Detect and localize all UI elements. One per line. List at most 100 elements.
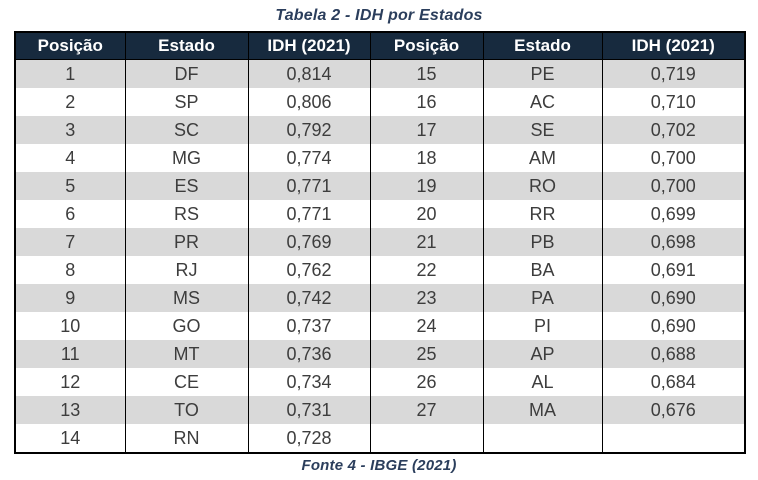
table-cell: 0,688 xyxy=(601,339,745,368)
table-cell: MS xyxy=(124,283,248,312)
table-cell: RN xyxy=(124,423,248,453)
table-cell: 0,710 xyxy=(601,87,745,116)
table-cell: PI xyxy=(482,311,602,340)
table-row: 2 SP 0,806 16 AC 0,710 xyxy=(15,87,745,116)
table-cell: 27 xyxy=(369,395,483,424)
table-cell: 23 xyxy=(369,283,483,312)
table-cell: RS xyxy=(124,199,248,228)
table-cell: 22 xyxy=(369,255,483,284)
table-cell: 0,700 xyxy=(601,143,745,172)
table-cell: 25 xyxy=(369,339,483,368)
table-cell: MA xyxy=(482,395,602,424)
col-header-idh-right: IDH (2021) xyxy=(601,32,745,60)
table-cell: 0,771 xyxy=(247,171,370,200)
table-cell: 17 xyxy=(369,115,483,144)
table-cell: 21 xyxy=(369,227,483,256)
col-header-posicao-left: Posição xyxy=(15,32,125,60)
table-cell: 10 xyxy=(15,311,125,340)
table-row: 14 RN 0,728 xyxy=(15,423,745,453)
table-cell: 0,771 xyxy=(247,199,370,228)
table-cell: AM xyxy=(482,143,602,172)
table-cell: 20 xyxy=(369,199,483,228)
table-cell xyxy=(601,423,745,453)
table-row: 12 CE 0,734 26 AL 0,684 xyxy=(15,367,745,396)
table-cell: RJ xyxy=(124,255,248,284)
table-cell: 16 xyxy=(369,87,483,116)
table-cell: SE xyxy=(482,115,602,144)
table-cell: 24 xyxy=(369,311,483,340)
table-row: 5 ES 0,771 19 RO 0,700 xyxy=(15,171,745,200)
table-cell: 0,806 xyxy=(247,87,370,116)
table-cell: RR xyxy=(482,199,602,228)
table-cell: 6 xyxy=(15,199,125,228)
table-cell: 0,684 xyxy=(601,367,745,396)
table-cell: 3 xyxy=(15,115,125,144)
table-cell: 0,691 xyxy=(601,255,745,284)
table-row: 8 RJ 0,762 22 BA 0,691 xyxy=(15,255,745,284)
table-cell: 0,690 xyxy=(601,311,745,340)
source-caption: Fonte 4 - IBGE (2021) xyxy=(301,457,457,474)
col-header-idh-left: IDH (2021) xyxy=(247,32,370,60)
table-cell: 12 xyxy=(15,367,125,396)
table-cell: 0,737 xyxy=(247,311,370,340)
table-cell: 0,769 xyxy=(247,227,370,256)
table-row: 4 MG 0,774 18 AM 0,700 xyxy=(15,143,745,172)
table-cell: 1 xyxy=(15,59,125,88)
col-header-estado-left: Estado xyxy=(124,32,248,60)
idh-table: Posição Estado IDH (2021) Posição Estado… xyxy=(14,31,746,454)
table-cell: 19 xyxy=(369,171,483,200)
col-header-posicao-right: Posição xyxy=(369,32,483,60)
table-cell: 0,719 xyxy=(601,59,745,88)
table-cell: 0,690 xyxy=(601,283,745,312)
table-row: 13 TO 0,731 27 MA 0,676 xyxy=(15,395,745,424)
table-cell: 4 xyxy=(15,143,125,172)
table-cell: 0,762 xyxy=(247,255,370,284)
col-header-estado-right: Estado xyxy=(482,32,602,60)
table-row: 3 SC 0,792 17 SE 0,702 xyxy=(15,115,745,144)
table-cell: 5 xyxy=(15,171,125,200)
table-cell: 0,700 xyxy=(601,171,745,200)
table-row: 6 RS 0,771 20 RR 0,699 xyxy=(15,199,745,228)
table-cell: 0,698 xyxy=(601,227,745,256)
header-row: Posição Estado IDH (2021) Posição Estado… xyxy=(15,32,745,60)
table-cell: 0,699 xyxy=(601,199,745,228)
table-body: 1 DF 0,814 15 PE 0,719 2 SP 0,806 16 AC 0,710 3 SC 0,7… xyxy=(15,59,745,453)
table-cell: SP xyxy=(124,87,248,116)
table-cell: DF xyxy=(124,59,248,88)
table-cell: CE xyxy=(124,367,248,396)
table-cell: AC xyxy=(482,87,602,116)
table-cell: RO xyxy=(482,171,602,200)
table-cell: 0,742 xyxy=(247,283,370,312)
table-cell: 11 xyxy=(15,339,125,368)
table-row: 9 MS 0,742 23 PA 0,690 xyxy=(15,283,745,312)
table-row: 7 PR 0,769 21 PB 0,698 xyxy=(15,227,745,256)
table-cell: SC xyxy=(124,115,248,144)
table-row: 11 MT 0,736 25 AP 0,688 xyxy=(15,339,745,368)
table-cell: BA xyxy=(482,255,602,284)
table-title: Tabela 2 - IDH por Estados xyxy=(275,7,483,24)
table-cell: 0,728 xyxy=(247,423,370,453)
table-cell: 2 xyxy=(15,87,125,116)
table-cell: MT xyxy=(124,339,248,368)
table-cell xyxy=(369,423,483,453)
table-cell: 0,736 xyxy=(247,339,370,368)
table-cell: PA xyxy=(482,283,602,312)
table-row: 1 DF 0,814 15 PE 0,719 xyxy=(15,59,745,88)
table-cell: 0,792 xyxy=(247,115,370,144)
table-cell: 0,731 xyxy=(247,395,370,424)
table-cell: 7 xyxy=(15,227,125,256)
table-cell: 14 xyxy=(15,423,125,453)
table-cell: AP xyxy=(482,339,602,368)
table-cell: 9 xyxy=(15,283,125,312)
table-cell: MG xyxy=(124,143,248,172)
table-cell: GO xyxy=(124,311,248,340)
table-cell: 0,676 xyxy=(601,395,745,424)
table-cell: 0,702 xyxy=(601,115,745,144)
table-cell: TO xyxy=(124,395,248,424)
table-cell: PR xyxy=(124,227,248,256)
table-cell: PE xyxy=(482,59,602,88)
table-cell: 13 xyxy=(15,395,125,424)
table-cell: 26 xyxy=(369,367,483,396)
table-cell: AL xyxy=(482,367,602,396)
